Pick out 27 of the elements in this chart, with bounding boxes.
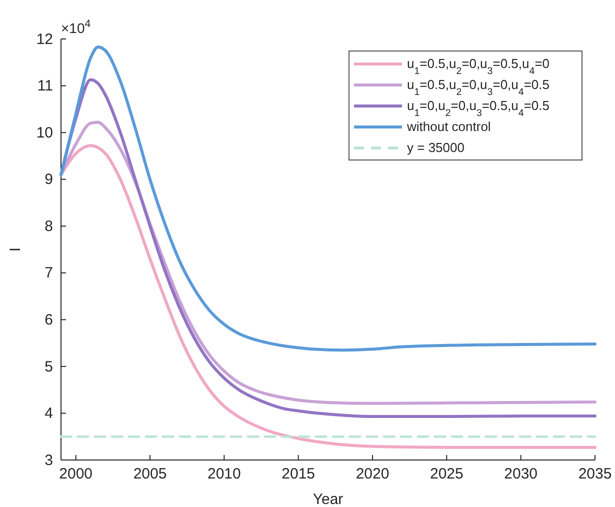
text: u$_{1}$=0.5,u$_{2}$=0,u$_{3}$=0.5,u$_{4}$=0: [407, 56, 550, 76]
y-tick-label: 11: [37, 78, 53, 95]
y-tick-label: 9: [44, 171, 53, 188]
y-tick-label: 12: [36, 30, 53, 48]
y-tick-label: 8: [44, 218, 53, 235]
legend-label: y = 35000: [407, 140, 464, 155]
line-series: [60, 45, 596, 352]
x-axis-title: Year: [312, 491, 344, 507]
x-tick-label: 2010: [207, 466, 241, 483]
y-tick-label: 5: [44, 358, 53, 376]
text: u$_{1}$=0.5,u$_{2}$=0,u$_{3}$=0,u$_{4}$=0.5: [407, 77, 550, 98]
y-tick-label: 6: [44, 311, 53, 328]
x-tick-label: 2025: [430, 466, 464, 483]
y-tick-label: 10: [36, 124, 53, 142]
y-tick-label: 7: [44, 264, 53, 282]
text: ×10$^{4}$: [61, 18, 91, 36]
y-tick-label: 4: [44, 405, 53, 422]
x-tick-label: 2015: [282, 466, 316, 483]
x-tick-label: 2000: [59, 466, 93, 483]
x-tick-label: 2035: [578, 466, 612, 483]
x-tick-label: 2030: [504, 466, 538, 483]
legend-label: without control: [406, 119, 491, 134]
x-tick-label: 2020: [356, 466, 390, 483]
text: u$_{1}$=0,u$_{2}$=0,u$_{3}$=0.5,u$_{4}$=0.5: [407, 98, 550, 118]
x-tick-label: 2005: [133, 466, 167, 483]
y-axis-title: I: [7, 247, 24, 252]
y-tick-label: 3: [44, 452, 53, 469]
